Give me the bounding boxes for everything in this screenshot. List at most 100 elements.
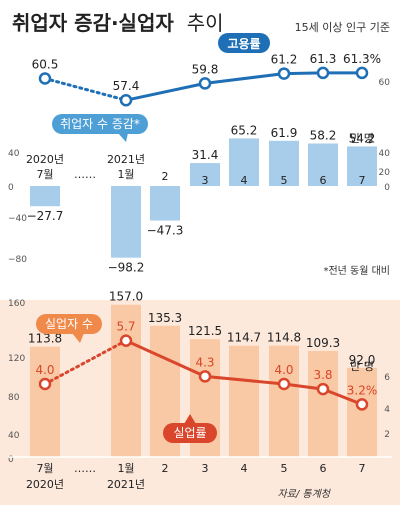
employed-change-bar xyxy=(190,163,220,186)
employed-change-month: 2 xyxy=(162,170,169,183)
employed-change-month: 6 xyxy=(320,174,327,187)
unemployed-left-tick: 0 xyxy=(8,455,14,465)
x-ellipsis-top: …… xyxy=(74,168,96,181)
x-month-bottom: 3 xyxy=(202,462,209,475)
employment-rate-badge-label: 고용률 xyxy=(227,36,260,51)
employed-change-value: −47.3 xyxy=(147,224,184,238)
unemployment-rate-point xyxy=(316,382,330,396)
unemployed-value: 109.3 xyxy=(306,336,340,350)
unemployed-value: 114.7 xyxy=(227,331,261,345)
employed-change-left-tick: 0 xyxy=(8,183,14,193)
unemployment-rate-label: 4.3 xyxy=(195,355,214,369)
unemployment-rate-right-tick: 4 xyxy=(384,405,390,415)
employment-rate-dotted xyxy=(43,77,128,102)
employed-change-month: 3 xyxy=(202,174,209,187)
employed-change-unit: 만 명 xyxy=(350,132,374,145)
employed-change-value: 58.2 xyxy=(310,129,337,143)
employment-rate-label: 61.3 xyxy=(310,52,337,66)
unemployed-left-tick: 40 xyxy=(8,431,20,441)
employment-rate-point xyxy=(355,66,369,80)
x-ellipsis-bottom: …… xyxy=(74,462,96,475)
unemployment-rate-badge-pointer xyxy=(184,414,196,424)
unemployment-rate-badge-label: 실업률 xyxy=(173,426,206,440)
x-year-2020-top: 2020년 xyxy=(26,153,64,166)
employment-rate-series: 60.5 57.4 59.8 61.2 61.3 61.3% 고용률 xyxy=(32,33,381,107)
x-month-7-bottom: 7월 xyxy=(36,462,53,475)
employment-rate-badge xyxy=(218,33,270,53)
unemployment-rate-label: 4.0 xyxy=(274,363,293,377)
unemployed-bars: 113.8 157.0 135.3 121.5 114.7 114.8 109.3 92.0만… xyxy=(28,290,377,457)
unemployed-left-tick: 120 xyxy=(8,354,25,364)
unemployment-rate-point xyxy=(119,334,133,347)
x-month-bottom: 6 xyxy=(320,462,327,475)
unemployed-value: 113.8 xyxy=(28,332,62,346)
unemployed-unit: 만 명 xyxy=(350,360,374,373)
unemployment-rate-point xyxy=(198,370,212,383)
unemployed-value: 121.5 xyxy=(188,324,222,338)
unemployed-bar xyxy=(229,345,259,457)
x-year-2021-top: 2021년 xyxy=(107,153,145,166)
unemployment-rate-point xyxy=(38,377,52,391)
employed-change-value: 65.2 xyxy=(231,123,258,137)
employed-change-value: 61.9 xyxy=(271,126,298,140)
employed-change-bar xyxy=(229,138,259,186)
unemployed-value: 114.8 xyxy=(267,331,301,345)
unemployed-bar xyxy=(347,367,377,457)
employment-rate-point xyxy=(198,77,212,90)
employed-change-value: −27.7 xyxy=(27,209,64,223)
employed-change-right-tick: 40 xyxy=(379,149,391,159)
employed-change-month: 7 xyxy=(359,174,366,187)
employed-change-bar xyxy=(111,186,141,258)
employment-rate-point xyxy=(277,67,291,80)
employment-rate-label: 57.4 xyxy=(113,79,140,93)
unemployment-rate-label: 4.0 xyxy=(35,363,54,377)
unemployment-rate-badge xyxy=(163,423,217,443)
x-year-2020-bottom: 2020년 xyxy=(26,478,64,491)
unemployed-value: 92.0 xyxy=(349,353,376,367)
unemployed-bar xyxy=(30,346,60,457)
unemployment-rate-right-tick: 6 xyxy=(384,373,390,383)
x-month-7-top: 7월 xyxy=(36,168,53,181)
employed-change-bar xyxy=(30,186,60,207)
employed-change-right-tick: 20 xyxy=(379,168,391,178)
unemployed-bar xyxy=(111,304,141,457)
population-note: 15세 이상 인구 기준 xyxy=(295,21,390,34)
unemployment-rate-label: 3.8 xyxy=(313,368,332,382)
employment-rate-label: 61.3% xyxy=(343,52,381,66)
x-month-bottom: 4 xyxy=(241,462,248,475)
employed-change-left-tick: 40 xyxy=(8,149,20,159)
footnote: *전년 동월 대비 xyxy=(323,265,390,277)
employment-rate-label: 60.5 xyxy=(32,58,59,72)
unemployment-rate-right-tick: 2 xyxy=(384,430,390,440)
employment-rate-axis-tick: 60 xyxy=(379,78,391,88)
employed-change-badge-pointer xyxy=(118,133,128,142)
employed-change-bar xyxy=(308,143,338,186)
chart-title-sub: 추이 xyxy=(187,11,224,35)
unemployed-badge-label: 실업자 수 xyxy=(45,317,93,331)
unemployment-rate-point xyxy=(277,377,291,391)
unemployment-rate-label: 5.7 xyxy=(116,320,135,334)
employed-change-badge xyxy=(52,114,148,134)
x-month-1-bottom: 1월 xyxy=(117,462,134,475)
employment-rate-point xyxy=(38,72,52,85)
unemployed-left-tick: 160 xyxy=(8,299,25,309)
employed-change-month: 4 xyxy=(241,174,248,187)
unemployed-badge-pointer xyxy=(72,333,84,343)
employed-change-badge-label: 취업자 수 증감* xyxy=(60,117,140,131)
x-year-2021-bottom: 2021년 xyxy=(107,478,145,491)
employed-change-value: 31.4 xyxy=(192,148,219,162)
employed-change-left-tick: −40 xyxy=(8,214,27,224)
x-month-bottom: 5 xyxy=(281,462,288,475)
chart-title: 취업자 증감·실업자 추이 xyxy=(12,11,224,35)
x-month-1-top: 1월 xyxy=(117,168,134,181)
employment-rate-point xyxy=(316,66,330,80)
x-month-bottom: 2 xyxy=(162,462,169,475)
employed-change-right-tick: 0 xyxy=(384,183,390,193)
unemployed-badge xyxy=(36,314,102,334)
x-month-bottom: 7 xyxy=(359,462,366,475)
unemployment-rate-point xyxy=(355,398,369,411)
employed-change-left-tick: −80 xyxy=(8,255,27,265)
employed-change-bar xyxy=(150,186,180,221)
employed-change-value: 54.2 xyxy=(349,131,376,145)
